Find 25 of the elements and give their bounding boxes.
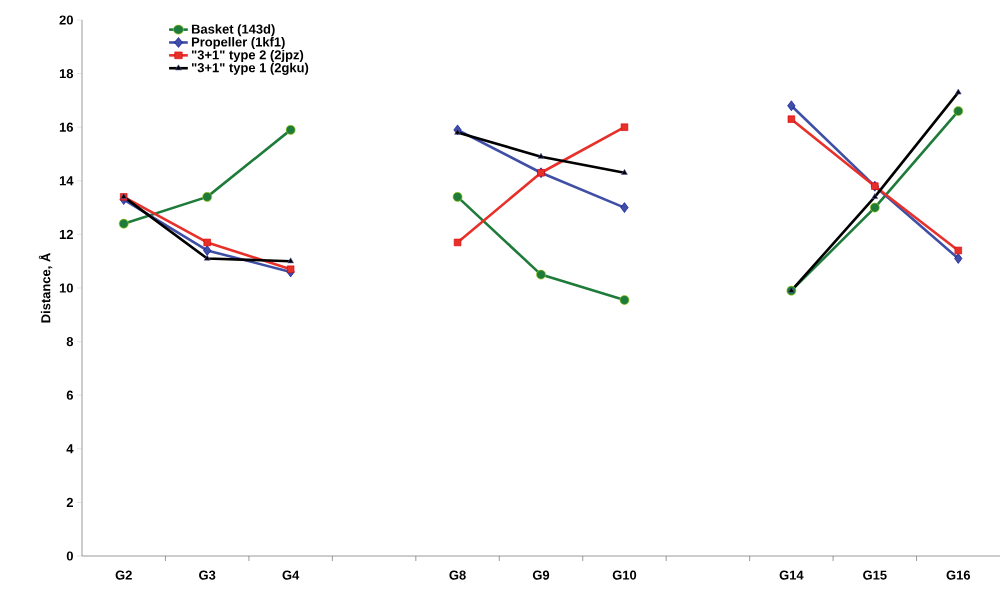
y-tick-label: 8 xyxy=(66,337,74,347)
x-tick-label: G2 xyxy=(115,570,132,580)
x-tick-label: G4 xyxy=(282,570,300,580)
y-tick-label: 12 xyxy=(59,229,73,239)
legend-label: "3+1" type 1 (2gku) xyxy=(191,62,309,75)
x-tick-label: G15 xyxy=(863,570,887,580)
legend-label: Propeller (1kf1) xyxy=(191,37,285,50)
y-tick-label: 10 xyxy=(59,283,73,293)
y-axis-title: Distance, Å xyxy=(38,253,53,323)
x-tick-label: G16 xyxy=(946,570,971,580)
x-tick-label: G14 xyxy=(779,570,804,580)
y-tick-label: 4 xyxy=(66,444,74,454)
y-tick-label: 14 xyxy=(59,176,74,186)
y-tick-label: 20 xyxy=(59,15,73,25)
x-tick-label: G8 xyxy=(449,570,466,580)
x-tick-label: G10 xyxy=(612,570,637,580)
y-tick-label: 16 xyxy=(59,122,74,132)
y-tick-label: 0 xyxy=(66,551,73,561)
y-tick-label: 2 xyxy=(66,497,73,507)
legend-label: Basket (143d) xyxy=(191,24,275,37)
x-tick-label: G3 xyxy=(199,570,216,580)
y-tick-label: 6 xyxy=(66,390,74,400)
y-tick-label: 18 xyxy=(59,69,74,79)
legend-label: "3+1" type 2 (2jpz) xyxy=(191,49,304,62)
x-tick-label: G9 xyxy=(532,570,550,580)
